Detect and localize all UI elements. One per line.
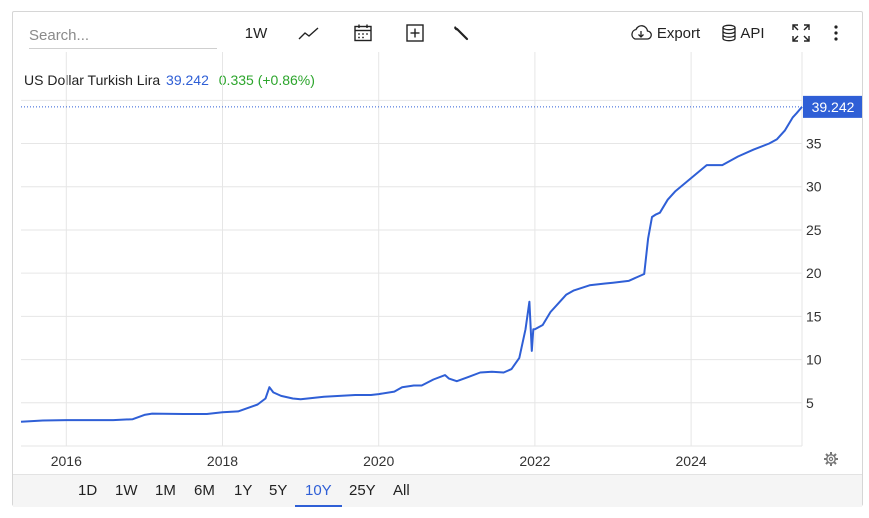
fullscreen-icon — [792, 24, 810, 42]
search-input[interactable] — [29, 22, 217, 49]
series-name: US Dollar Turkish Lira — [24, 72, 161, 88]
y-tick-label: 10 — [806, 352, 822, 368]
gear-icon[interactable] — [824, 452, 838, 466]
range-button-25y[interactable]: 25Y — [349, 482, 376, 499]
x-tick-label: 2016 — [51, 453, 82, 469]
price-tag-label: 39.242 — [812, 99, 855, 115]
y-tick-label: 20 — [806, 265, 822, 281]
export-label: Export — [656, 24, 701, 42]
database-icon — [722, 24, 737, 42]
date-range-button[interactable] — [351, 20, 375, 46]
line-chart-icon — [298, 27, 319, 40]
chart-widget: 1W Export API US Dollar Turkish Lira — [12, 11, 863, 507]
export-button[interactable]: Export — [627, 20, 702, 46]
wrench-icon — [454, 26, 469, 41]
x-tick-label: 2022 — [519, 453, 550, 469]
x-tick-label: 2024 — [676, 453, 707, 469]
series-line[interactable] — [20, 106, 803, 423]
more-vertical-icon — [834, 25, 838, 41]
chart-toolbar: 1W Export API — [13, 12, 862, 54]
series-change: 0.335 (+0.86%) — [218, 72, 315, 88]
range-button-1m[interactable]: 1M — [155, 482, 176, 499]
fullscreen-button[interactable] — [789, 20, 813, 46]
y-tick-label: 30 — [806, 179, 822, 195]
y-tick-label: 25 — [806, 222, 822, 238]
more-menu-button[interactable] — [827, 20, 845, 46]
range-button-1d[interactable]: 1D — [78, 482, 98, 499]
api-label: API — [740, 24, 765, 42]
range-button-10y[interactable]: 10Y — [305, 482, 332, 499]
range-button-1w[interactable]: 1W — [115, 482, 138, 499]
range-button-5y[interactable]: 5Y — [269, 482, 288, 499]
range-button-1y[interactable]: 1Y — [234, 482, 253, 499]
interval-button[interactable]: 1W — [241, 20, 271, 46]
last-price-tag: 39.242 — [803, 95, 862, 118]
y-tick-label: 15 — [806, 308, 822, 324]
price-tag-background — [803, 95, 862, 118]
calendar-icon — [354, 24, 372, 42]
y-tick-label: 35 — [806, 136, 822, 152]
active-range-indicator — [295, 505, 342, 507]
api-button[interactable]: API — [720, 20, 766, 46]
axis-labels: 5101520253035402016201820202022202439.24… — [51, 92, 862, 469]
x-tick-label: 2020 — [363, 453, 394, 469]
x-tick-label: 2018 — [207, 453, 238, 469]
chart-grid — [21, 52, 803, 447]
chart-type-button[interactable] — [296, 20, 322, 46]
cloud-download-icon — [631, 25, 652, 40]
interval-label: 1W — [244, 24, 268, 42]
series-last-value: 39.242 — [166, 72, 209, 88]
range-button-all[interactable]: All — [393, 482, 410, 499]
range-button-6m[interactable]: 6M — [194, 482, 215, 499]
line-chart[interactable]: 5101520253035402016201820202022202439.24… — [13, 12, 862, 474]
series-layer — [20, 106, 803, 423]
compare-button[interactable] — [403, 20, 427, 46]
series-legend: US Dollar Turkish Lira 39.242 0.335 (+0.… — [24, 72, 315, 88]
settings-tools-button[interactable] — [449, 20, 473, 46]
add-compare-icon — [406, 24, 424, 42]
range-selector: 1D 1W 1M 6M 1Y 5Y 10Y 25Y All — [13, 474, 862, 507]
y-tick-label: 5 — [806, 395, 814, 411]
